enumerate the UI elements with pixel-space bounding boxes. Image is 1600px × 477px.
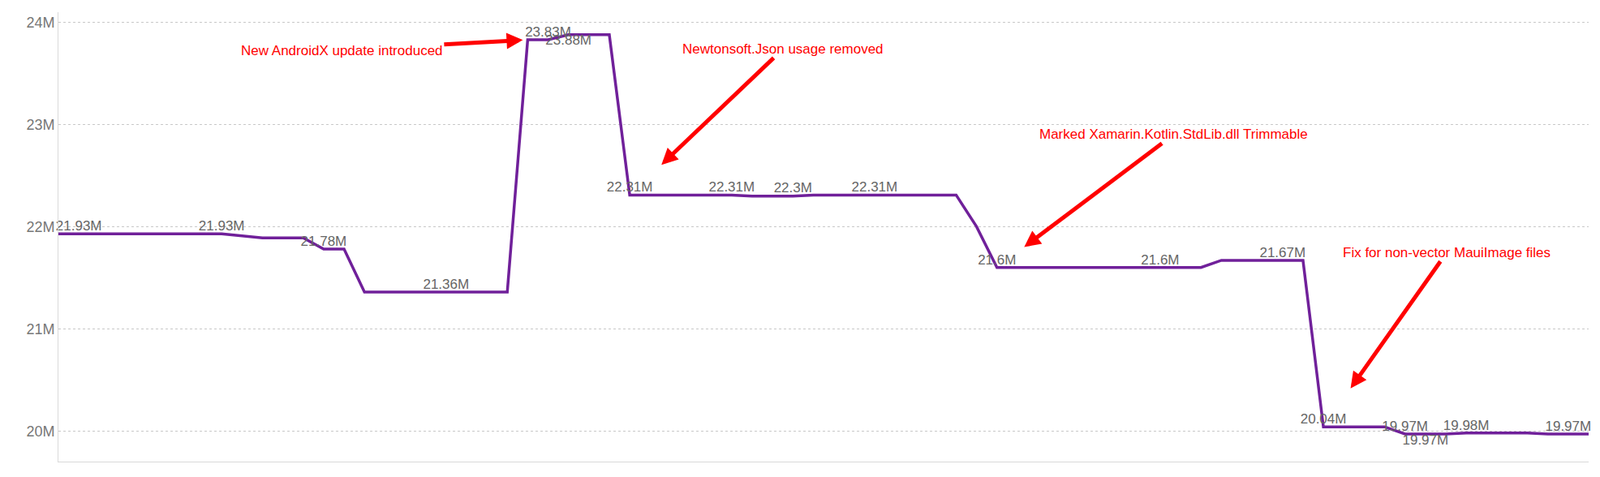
svg-text:21.93M: 21.93M <box>55 218 103 234</box>
svg-text:20.04M: 20.04M <box>1300 411 1347 427</box>
svg-text:19.98M: 19.98M <box>1443 417 1490 434</box>
svg-text:22.31M: 22.31M <box>708 179 755 195</box>
svg-text:23.88M: 23.88M <box>545 32 592 48</box>
svg-text:23M: 23M <box>25 116 55 134</box>
svg-text:21M: 21M <box>25 321 55 338</box>
svg-text:24M: 24M <box>25 14 55 31</box>
svg-text:Marked Xamarin.Kotlin.StdLib.d: Marked Xamarin.Kotlin.StdLib.dll Trimmab… <box>1039 126 1308 142</box>
svg-text:21.78M: 21.78M <box>301 233 348 250</box>
svg-text:22.31M: 22.31M <box>851 179 899 195</box>
svg-text:19.97M: 19.97M <box>1402 432 1449 448</box>
svg-text:19.97M: 19.97M <box>1381 418 1428 435</box>
svg-text:23.83M: 23.83M <box>524 24 572 40</box>
svg-text:19.97M: 19.97M <box>1544 418 1592 435</box>
svg-text:Fix for non-vector MauiImage f: Fix for non-vector MauiImage files <box>1342 245 1551 261</box>
svg-text:New AndroidX update introduced: New AndroidX update introduced <box>240 43 444 59</box>
svg-text:22M: 22M <box>25 219 55 236</box>
svg-text:22.3M: 22.3M <box>774 180 813 196</box>
svg-text:21.6M: 21.6M <box>977 252 1016 268</box>
svg-text:20M: 20M <box>25 423 55 440</box>
svg-text:21.67M: 21.67M <box>1259 245 1306 261</box>
svg-text:21.36M: 21.36M <box>422 276 469 293</box>
svg-text:21.6M: 21.6M <box>1140 252 1179 268</box>
svg-text:22.31M: 22.31M <box>606 179 654 195</box>
svg-text:Newtonsoft.Json usage removed: Newtonsoft.Json usage removed <box>682 41 884 57</box>
svg-text:21.93M: 21.93M <box>198 218 246 234</box>
